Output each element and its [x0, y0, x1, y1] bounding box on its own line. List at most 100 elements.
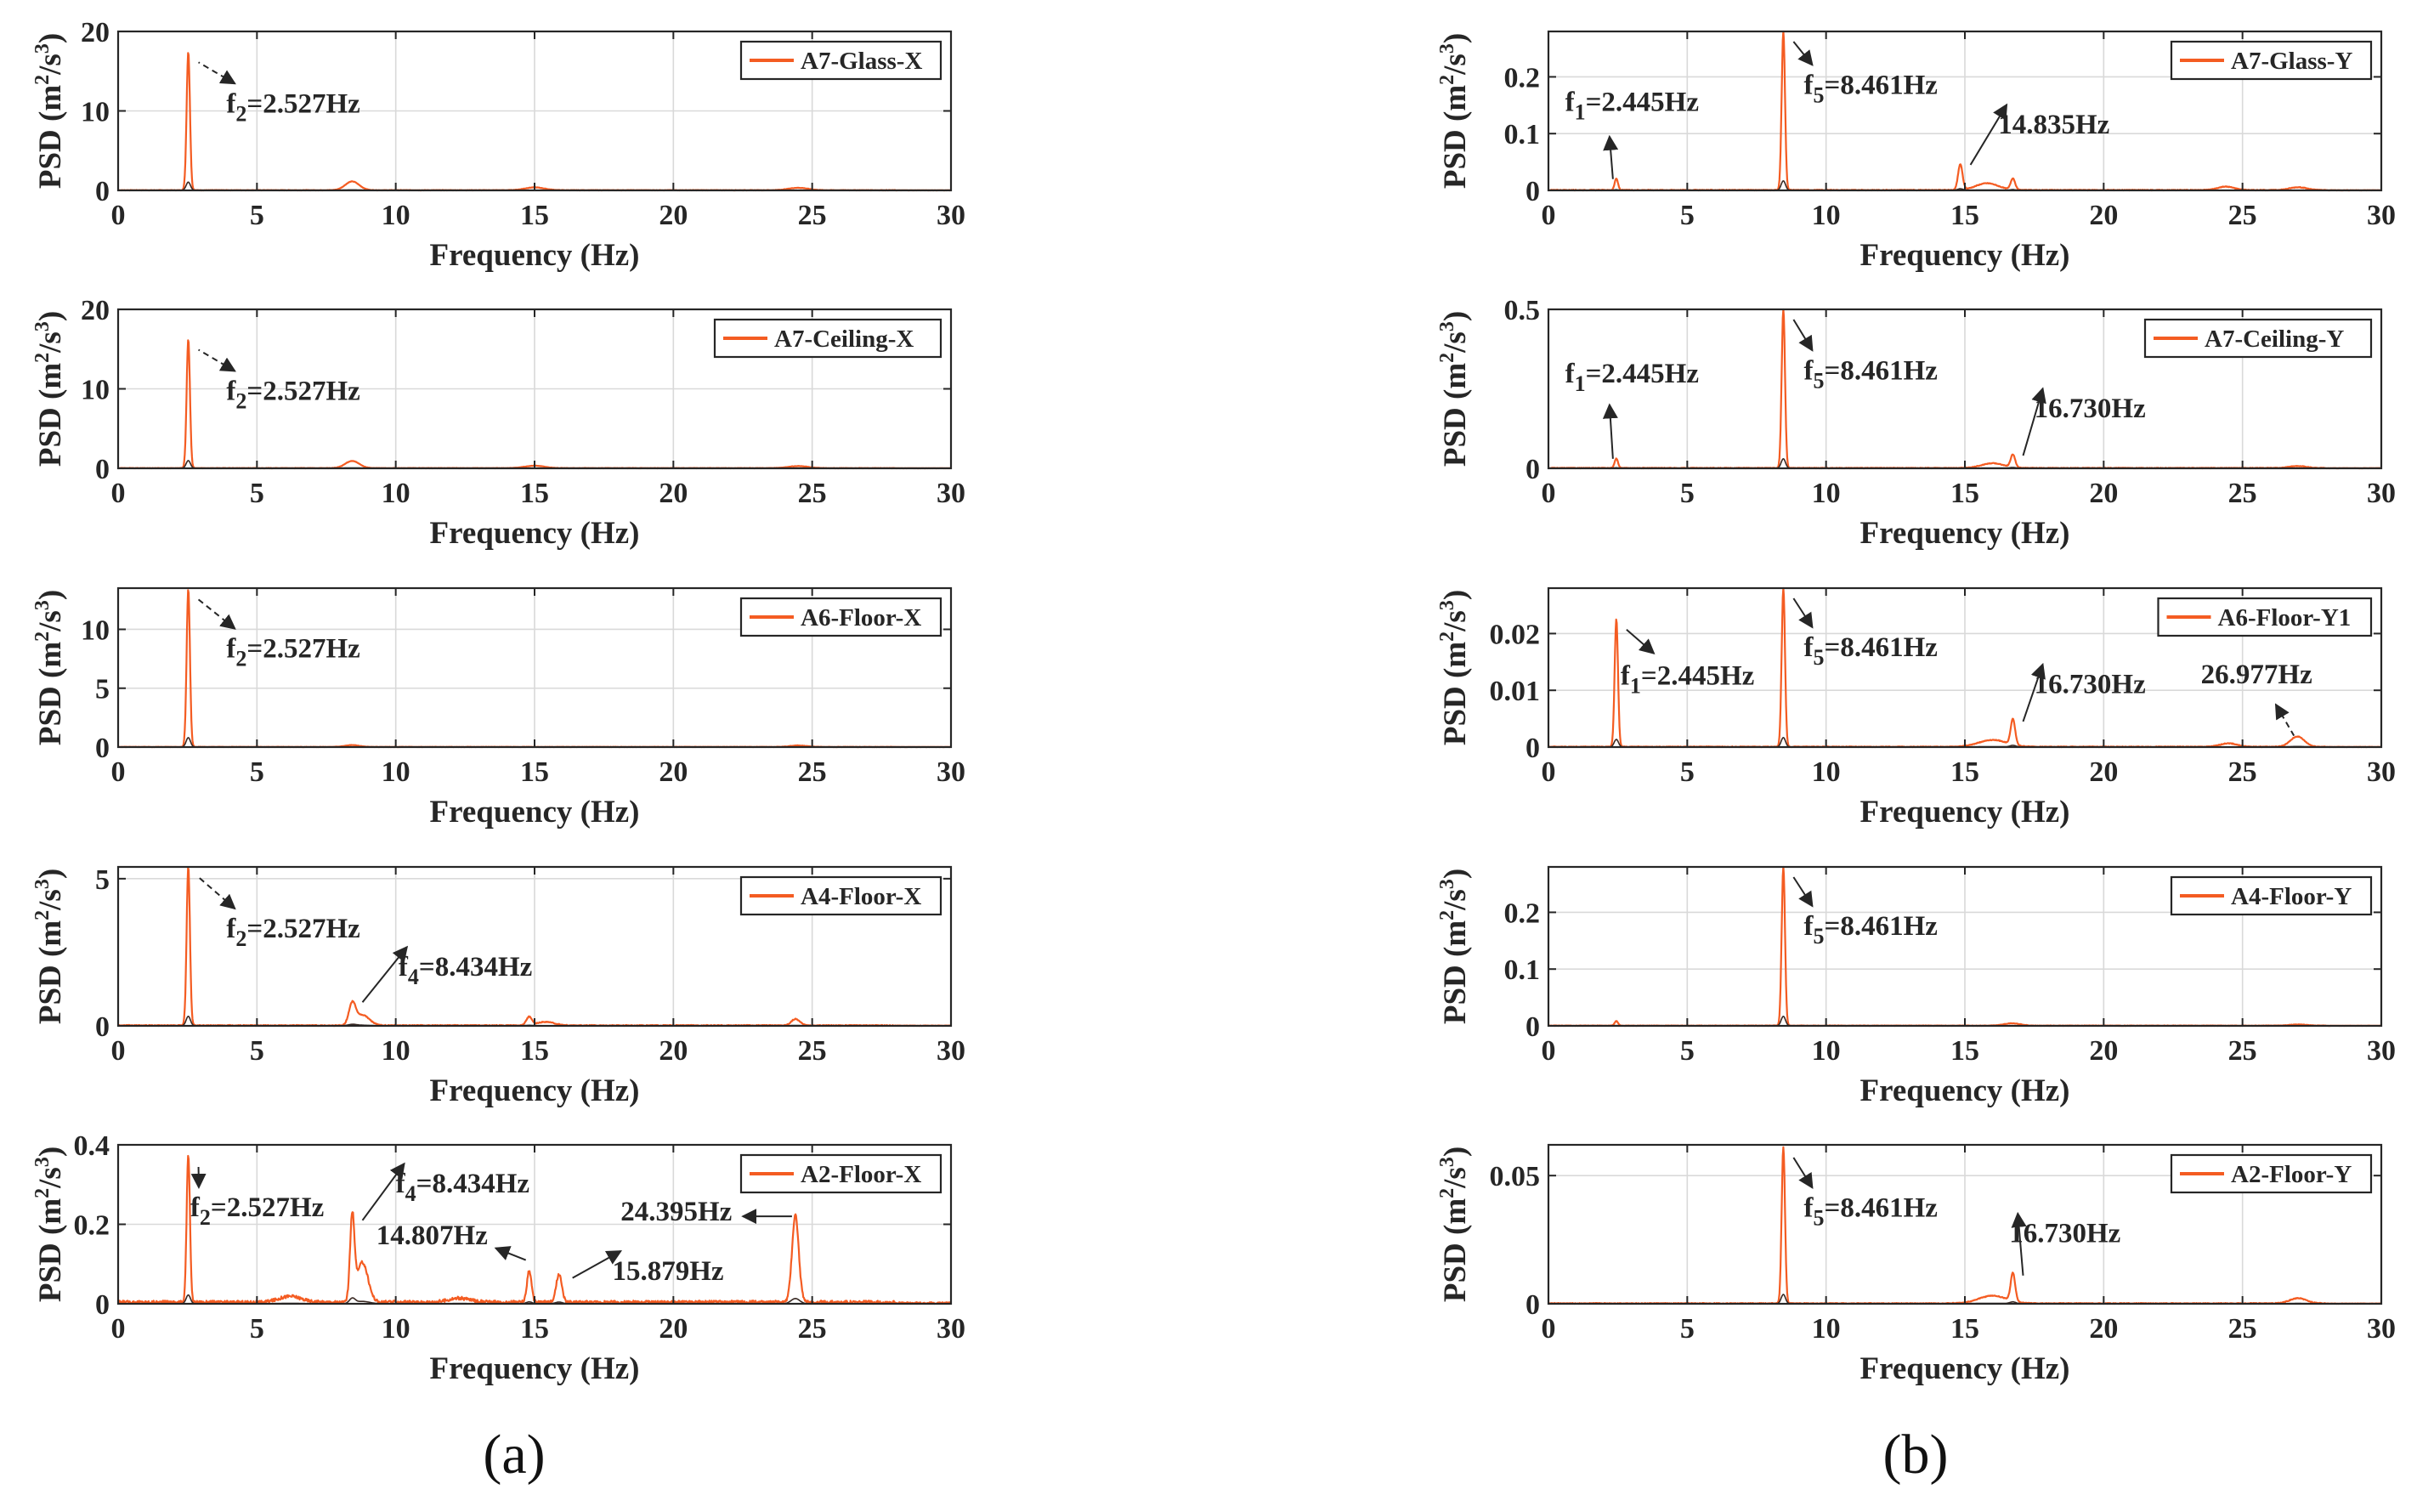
x-tick-label: 0: [1542, 1313, 1556, 1345]
annotation-arrow: [197, 876, 236, 910]
y-tick-label: 0.1: [1504, 954, 1541, 986]
x-tick-label: 5: [250, 1313, 264, 1345]
annotation-label: f4=8.434Hz: [396, 1169, 529, 1206]
x-tick-label: 5: [1680, 1035, 1695, 1067]
y-label-main: PSD (m: [1438, 642, 1473, 745]
y-tick-label: 0: [1525, 733, 1540, 764]
x-tick-label: 15: [520, 1313, 549, 1345]
y-label-sup: 3: [1436, 321, 1458, 331]
y-label-main: PSD (m: [1438, 363, 1473, 467]
y-label-end: ): [33, 33, 68, 43]
legend-label: A2-Floor-X: [801, 1161, 921, 1188]
y-label-sup: 2: [1436, 353, 1458, 363]
x-tick-label: 10: [382, 1035, 410, 1067]
annotation-subscript: 5: [1814, 1205, 1825, 1230]
annotation-value: =8.461Hz: [1825, 911, 1938, 942]
annotation-label: 14.835Hz: [1998, 110, 2109, 140]
x-tick-label: 5: [1680, 200, 1695, 231]
x-tick-label: 15: [520, 1035, 549, 1067]
annotation-subscript: 1: [1575, 100, 1586, 125]
annotation-arrow: [361, 1162, 405, 1221]
y-label-mid: /s: [1438, 331, 1473, 354]
x-tick-label: 0: [1542, 478, 1556, 509]
y-tick-label: 20: [81, 17, 110, 48]
annotation-label: f2=2.527Hz: [226, 377, 359, 414]
x-tick-label: 25: [2228, 1313, 2257, 1345]
annotation-value: =2.445Hz: [1586, 88, 1699, 118]
annotation-symbol: f: [1804, 911, 1814, 942]
x-tick-label: 10: [382, 478, 410, 509]
y-tick-label: 0.05: [1490, 1161, 1541, 1192]
annotation-arrow: [2022, 387, 2046, 456]
y-tick-label: 10: [81, 614, 110, 646]
x-tick-label: 20: [659, 1313, 688, 1345]
x-tick-label: 5: [250, 478, 264, 509]
x-axis-label: Frequency (Hz): [1860, 1073, 2070, 1108]
legend-label: A6-Floor-Y1: [2218, 604, 2352, 631]
y-tick-label: 0.4: [74, 1130, 110, 1162]
x-tick-label: 25: [2228, 200, 2257, 231]
annotation-label: 16.730Hz: [2035, 394, 2146, 424]
y-tick-label: 0: [95, 733, 110, 764]
y-tick-label: 0.01: [1490, 676, 1541, 707]
annotation-label: f2=2.527Hz: [190, 1192, 324, 1230]
y-label-sup: 3: [31, 879, 54, 889]
y-label-end: ): [33, 590, 68, 600]
y-tick-label: 5: [95, 864, 110, 896]
annotation-value: =2.445Hz: [1586, 359, 1699, 389]
annotation-value: =2.527Hz: [211, 1192, 324, 1223]
y-tick-label: 0.2: [74, 1210, 110, 1242]
annotation-arrow: [572, 1250, 623, 1279]
x-tick-label: 25: [798, 756, 827, 788]
x-tick-label: 20: [2089, 478, 2118, 509]
x-tick-label: 0: [1542, 756, 1556, 788]
y-label-mid: /s: [1438, 610, 1473, 632]
y-label-end: ): [33, 1147, 68, 1157]
annotation-arrow: [198, 61, 236, 85]
x-tick-label: 20: [2089, 1035, 2118, 1067]
x-tick-label: 0: [111, 478, 126, 509]
y-axis-label: PSD (m2/s3): [1436, 1147, 1473, 1302]
annotation-symbol: f: [190, 1192, 201, 1223]
x-tick-label: 25: [798, 1313, 827, 1345]
y-tick-label: 10: [81, 97, 110, 128]
x-tick-label: 15: [520, 478, 549, 509]
y-label-mid: /s: [33, 54, 68, 76]
annotation-label: f1=2.445Hz: [1565, 88, 1699, 125]
y-tick-label: 0.5: [1504, 295, 1541, 326]
y-tick-label: 0: [1525, 1289, 1540, 1321]
annotation-label: f5=8.461Hz: [1804, 911, 1938, 949]
annotation-symbol: f: [1621, 661, 1631, 692]
annotation-symbol: f: [1804, 632, 1814, 663]
y-axis-label: PSD (m2/s3): [1436, 33, 1473, 189]
x-tick-label: 10: [1812, 1035, 1841, 1067]
x-tick-label: 0: [111, 200, 126, 231]
y-label-sup: 2: [31, 75, 54, 85]
y-tick-label: 0.1: [1504, 119, 1541, 150]
y-axis-label: PSD (m2/s3): [31, 869, 68, 1024]
x-tick-label: 0: [111, 1035, 126, 1067]
y-label-end: ): [1438, 869, 1473, 879]
legend-label: A2-Floor-Y: [2231, 1161, 2352, 1188]
annotation-arrow: [1969, 103, 2008, 166]
x-tick-label: 20: [659, 478, 688, 509]
annotation-label: 16.730Hz: [2035, 670, 2146, 700]
annotation-value: =8.461Hz: [1825, 1192, 1938, 1223]
y-label-end: ): [1438, 311, 1473, 321]
x-tick-label: 15: [1950, 200, 1979, 231]
y-label-end: ): [1438, 33, 1473, 43]
y-axis-label: PSD (m2/s3): [31, 33, 68, 189]
annotation-label: 15.879Hz: [612, 1256, 723, 1287]
x-tick-label: 0: [1542, 1035, 1556, 1067]
annotation-subscript: 4: [405, 1181, 416, 1206]
annotation-subscript: 4: [408, 965, 419, 989]
y-tick-label: 0: [1525, 1011, 1540, 1043]
annotation-value: =2.527Hz: [246, 634, 359, 665]
x-tick-label: 20: [2089, 756, 2118, 788]
annotation-subscript: 2: [235, 389, 246, 414]
x-tick-label: 10: [1812, 756, 1841, 788]
annotation-arrow: [1602, 403, 1618, 459]
